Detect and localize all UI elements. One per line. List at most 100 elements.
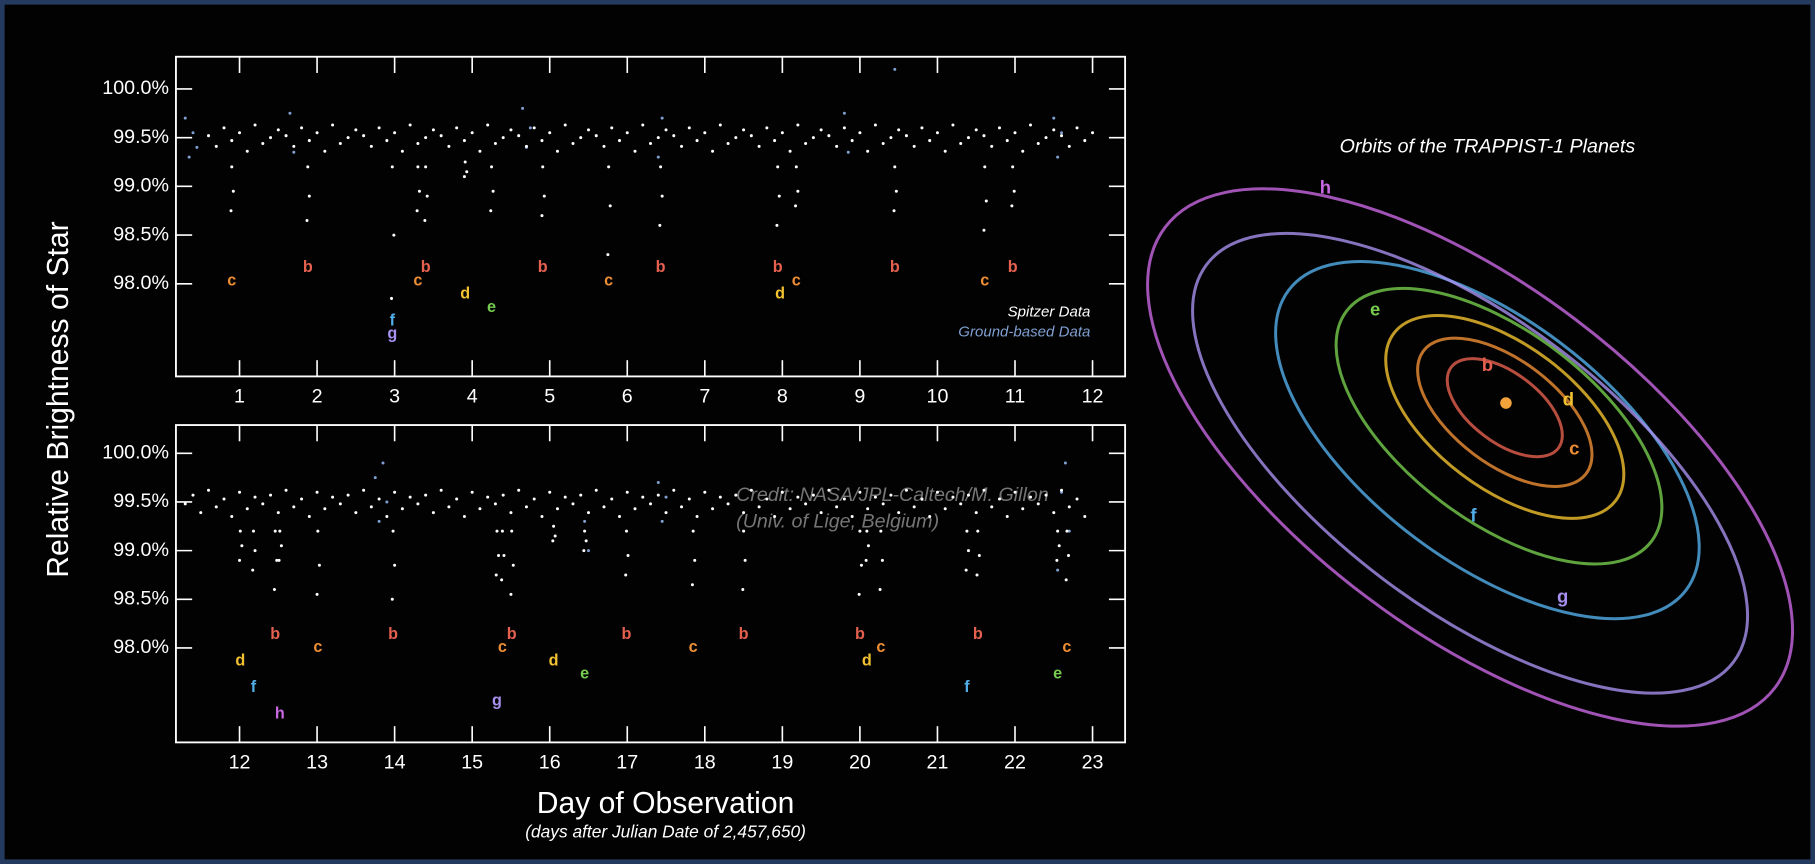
transit-label: b xyxy=(739,625,749,643)
data-point xyxy=(867,544,870,547)
data-point xyxy=(982,134,985,137)
data-point xyxy=(649,502,652,505)
data-point xyxy=(447,505,450,508)
data-point xyxy=(323,507,326,510)
data-point xyxy=(627,554,630,557)
data-point xyxy=(381,462,384,465)
transit-label: h xyxy=(275,705,285,723)
x-tick-label: 12 xyxy=(1082,385,1104,407)
data-point xyxy=(533,498,536,501)
data-point xyxy=(741,588,744,591)
data-point xyxy=(1065,578,1068,581)
data-point xyxy=(254,549,257,552)
data-point xyxy=(1060,134,1063,137)
x-tick-label: 15 xyxy=(461,751,483,773)
data-point xyxy=(959,142,962,145)
data-point xyxy=(1067,554,1070,557)
data-point xyxy=(300,126,303,129)
data-point xyxy=(874,496,877,499)
x-tick-label: 18 xyxy=(694,751,716,773)
data-point xyxy=(727,142,730,145)
data-point xyxy=(928,139,931,142)
data-point xyxy=(251,569,254,572)
data-point xyxy=(944,150,947,153)
data-point xyxy=(543,195,546,198)
data-point xyxy=(564,496,567,499)
data-point xyxy=(610,126,613,129)
data-point xyxy=(195,146,198,149)
data-point xyxy=(691,583,694,586)
data-point xyxy=(246,150,249,153)
y-tick-label: 98.0% xyxy=(113,272,169,294)
data-point xyxy=(509,593,512,596)
data-point xyxy=(494,502,497,505)
data-point xyxy=(585,539,588,542)
data-point xyxy=(418,190,421,193)
planet-label: h xyxy=(1320,177,1331,198)
transit-label: b xyxy=(622,625,632,643)
data-point xyxy=(794,204,797,207)
data-point xyxy=(1076,498,1079,501)
y-tick-label: 99.0% xyxy=(113,539,169,561)
data-point xyxy=(913,145,916,148)
data-point xyxy=(285,489,288,492)
frame xyxy=(2,2,1812,861)
data-point xyxy=(548,491,551,494)
data-point xyxy=(525,145,528,148)
transit-label: c xyxy=(689,638,698,656)
legend-entry: Ground-based Data xyxy=(958,323,1090,340)
data-point xyxy=(292,145,295,148)
data-point xyxy=(688,498,691,501)
data-point xyxy=(215,505,218,508)
x-tick-label: 9 xyxy=(854,385,865,407)
data-point xyxy=(895,190,898,193)
data-point xyxy=(913,505,916,508)
data-point xyxy=(858,530,861,533)
data-point xyxy=(587,128,590,131)
figure: Relative Brightness of Star Day of Obser… xyxy=(0,0,1815,864)
data-point xyxy=(602,145,605,148)
data-point xyxy=(827,134,830,137)
data-point xyxy=(649,142,652,145)
data-point xyxy=(1083,139,1086,142)
data-point xyxy=(465,170,468,173)
data-point xyxy=(744,559,747,562)
y-tick-label: 99.0% xyxy=(113,175,169,197)
data-point xyxy=(851,139,854,142)
data-point xyxy=(983,165,986,168)
data-point xyxy=(951,496,954,499)
data-point xyxy=(423,219,426,222)
transit-label: b xyxy=(538,258,548,276)
data-point xyxy=(238,559,241,562)
data-point xyxy=(680,145,683,148)
transit-label: b xyxy=(890,258,900,276)
data-point xyxy=(618,515,621,518)
data-point xyxy=(672,489,675,492)
data-point xyxy=(858,491,861,494)
data-point xyxy=(273,588,276,591)
data-point xyxy=(847,151,850,154)
data-point xyxy=(626,491,629,494)
transit-label: b xyxy=(421,258,431,276)
data-point xyxy=(965,569,968,572)
data-point xyxy=(976,530,979,533)
data-point xyxy=(1021,150,1024,153)
data-point xyxy=(489,209,492,212)
transit-label: f xyxy=(964,678,970,696)
data-point xyxy=(641,123,644,126)
data-point xyxy=(1052,128,1055,131)
star xyxy=(1500,397,1512,409)
data-point xyxy=(765,498,768,501)
data-point xyxy=(965,530,968,533)
transit-label: c xyxy=(604,271,613,289)
data-point xyxy=(191,494,194,497)
data-point xyxy=(1055,559,1058,562)
data-point xyxy=(540,214,543,217)
data-point xyxy=(432,128,435,131)
x-tick-label: 19 xyxy=(771,751,793,773)
data-point xyxy=(207,489,210,492)
data-point xyxy=(277,511,280,514)
legend-entry: Spitzer Data xyxy=(1008,304,1091,321)
data-point xyxy=(278,530,281,533)
x-axis-note: (days after Julian Date of 2,457,650) xyxy=(525,821,806,841)
